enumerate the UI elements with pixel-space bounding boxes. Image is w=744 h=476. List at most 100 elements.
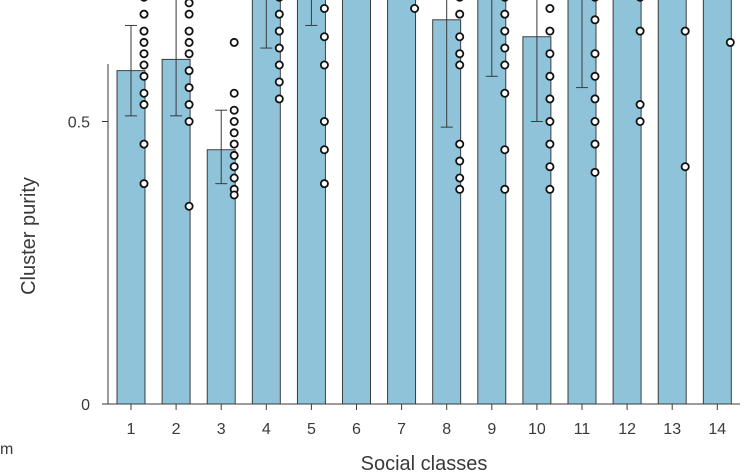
data-point-3-8 xyxy=(229,173,239,183)
data-point-10-8 xyxy=(545,49,555,59)
x-tick-label-12: 12 xyxy=(618,421,636,438)
data-point-12-5 xyxy=(636,0,644,2)
x-tick-label-11: 11 xyxy=(574,421,591,438)
error-bar-8 xyxy=(440,0,453,128)
data-point-8-6 xyxy=(455,9,465,19)
data-point-2-7 xyxy=(184,49,194,59)
data-point-3-10 xyxy=(229,190,239,200)
data-point-10-13 xyxy=(545,162,555,172)
bar-2 xyxy=(161,58,191,405)
data-point-9-12 xyxy=(500,88,510,98)
data-point-10-11 xyxy=(545,117,555,127)
bar-6 xyxy=(342,0,371,405)
bar-13 xyxy=(657,0,687,405)
data-point-2-5 xyxy=(184,26,194,36)
data-point-4-6 xyxy=(275,0,283,2)
y-axis-label: Cluster purity xyxy=(18,177,40,295)
data-point-8-7 xyxy=(455,32,465,42)
bar-4 xyxy=(251,0,281,405)
data-point-3-4 xyxy=(229,128,239,138)
data-point-3-7 xyxy=(229,162,239,172)
error-bar-3 xyxy=(215,109,228,185)
error-bar-9 xyxy=(485,0,498,77)
data-point-8-11 xyxy=(455,156,465,166)
error-bar-4 xyxy=(260,0,273,49)
points-layer xyxy=(139,0,735,211)
bar-1 xyxy=(116,70,146,405)
data-point-13-8 xyxy=(680,162,690,172)
data-point-10-12 xyxy=(545,139,555,149)
data-point-2-6 xyxy=(184,37,194,47)
bar-3 xyxy=(206,149,236,405)
data-point-4-8 xyxy=(274,26,284,36)
x-tick-label-2: 2 xyxy=(172,421,181,438)
data-point-13-7 xyxy=(680,26,690,36)
error-bar-2 xyxy=(170,0,183,117)
data-point-5-14 xyxy=(319,179,329,189)
data-point-10-7 xyxy=(545,26,555,36)
data-point-11-8 xyxy=(590,15,600,25)
data-point-4-12 xyxy=(274,94,284,104)
data-point-9-13 xyxy=(500,145,510,155)
y-tick-label-0: 0 xyxy=(81,397,90,414)
bar-12 xyxy=(612,0,642,405)
error-bars-layer xyxy=(125,0,588,185)
error-bar-11 xyxy=(576,0,588,89)
data-point-1-1 xyxy=(140,0,148,2)
data-point-3-0 xyxy=(229,37,239,47)
x-tick-label-3: 3 xyxy=(217,421,226,438)
data-point-8-8 xyxy=(455,49,465,59)
bars-layer xyxy=(116,0,732,405)
data-point-1-7 xyxy=(139,71,149,81)
error-bar-5 xyxy=(305,0,318,26)
data-point-11-12 xyxy=(590,117,600,127)
data-point-1-4 xyxy=(139,37,149,47)
data-point-10-6 xyxy=(545,4,555,13)
data-point-4-7 xyxy=(274,9,284,19)
data-point-2-12 xyxy=(184,201,194,211)
data-point-9-9 xyxy=(500,26,510,36)
error-bar-10 xyxy=(530,0,543,122)
data-point-9-8 xyxy=(500,9,510,19)
x-tick-label-7: 7 xyxy=(397,421,406,438)
data-point-1-10 xyxy=(139,139,149,149)
data-point-5-12 xyxy=(319,117,329,127)
data-point-2-4 xyxy=(184,9,194,19)
data-point-9-7 xyxy=(501,0,509,2)
data-point-3-5 xyxy=(229,139,239,149)
data-point-10-9 xyxy=(545,71,555,81)
data-point-1-8 xyxy=(139,88,149,98)
data-point-11-9 xyxy=(590,49,600,59)
data-point-2-3 xyxy=(184,0,194,8)
data-point-11-14 xyxy=(590,167,600,177)
data-point-10-10 xyxy=(545,94,555,104)
x-tick-label-13: 13 xyxy=(663,421,681,438)
bar-7 xyxy=(387,0,417,405)
data-point-1-9 xyxy=(139,100,149,110)
x-tick-label-9: 9 xyxy=(487,421,496,438)
data-point-8-10 xyxy=(455,139,465,149)
x-axis-label: Social classes xyxy=(361,453,488,475)
data-point-11-10 xyxy=(590,71,600,81)
data-point-8-13 xyxy=(455,184,465,194)
data-point-8-5 xyxy=(456,0,464,2)
x-tick-label-14: 14 xyxy=(708,421,726,438)
data-point-8-9 xyxy=(455,60,465,70)
data-point-9-14 xyxy=(500,184,510,194)
data-point-3-3 xyxy=(229,117,239,127)
data-point-7-11 xyxy=(410,4,420,13)
data-point-1-11 xyxy=(139,179,149,189)
x-tick-label-1: 1 xyxy=(127,421,136,438)
data-point-2-10 xyxy=(184,100,194,110)
y-tick-label-1: 0.5 xyxy=(68,115,90,132)
data-point-3-2 xyxy=(229,105,239,115)
error-bar-1 xyxy=(125,24,137,117)
data-point-5-10 xyxy=(319,32,329,42)
data-point-11-7 xyxy=(591,0,599,2)
x-tick-label-10: 10 xyxy=(528,421,546,438)
data-point-1-2 xyxy=(139,9,149,19)
bar-11 xyxy=(567,0,597,405)
data-point-2-8 xyxy=(184,66,194,76)
